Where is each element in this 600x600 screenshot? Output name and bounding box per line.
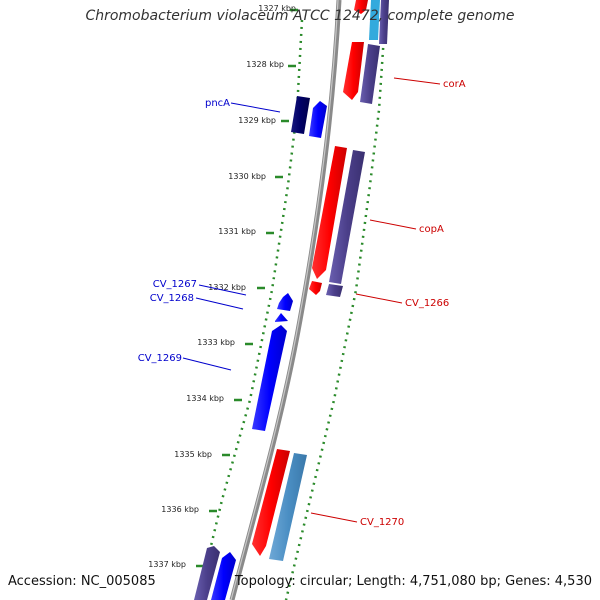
gene-label-cv1266: CV_1266	[405, 298, 449, 309]
gene-label-cv1267: CV_1267	[153, 279, 197, 290]
forward-strand-features	[252, 0, 389, 561]
genome-backbone	[229, 0, 342, 600]
gene-label-cv1268: CV_1268	[150, 293, 194, 304]
gene-arrow-pnca	[309, 101, 327, 138]
tick-label: 1333 kbp	[197, 338, 235, 347]
tick-label: 1331 kbp	[218, 227, 256, 236]
gene-arrow	[354, 0, 368, 14]
gene-label-cora: corA	[443, 79, 466, 90]
tick-label: 1327 kbp	[258, 4, 296, 13]
gene-arrow-cv1268	[275, 313, 288, 322]
tick-label: 1335 kbp	[174, 450, 212, 459]
gene-arrow-cv1270	[252, 449, 290, 556]
gene-arrow-small	[309, 281, 322, 295]
gene-label-cv1269: CV_1269	[138, 353, 182, 364]
tick-marks	[196, 8, 298, 568]
cds-arrow-cv1266	[326, 284, 343, 297]
reverse-strand-features	[194, 96, 327, 600]
tick-label: 1330 kbp	[228, 172, 266, 181]
gene-arrow-copa	[312, 146, 347, 279]
gene-labels: pncA CV_1267 CV_1268 CV_1269 corA copA C…	[138, 79, 466, 528]
tick-label: 1334 kbp	[186, 394, 224, 403]
gene-label-pnca: pncA	[205, 98, 230, 109]
cds-arrow-cora	[360, 44, 380, 104]
tick-label: 1336 kbp	[161, 505, 199, 514]
cds-arrow-pnca	[291, 96, 310, 134]
gene-label-cv1270: CV_1270	[360, 517, 404, 528]
tick-label: 1337 kbp	[148, 560, 186, 569]
genome-backbone-highlight	[230, 0, 339, 600]
gene-label-copa: copA	[419, 224, 444, 235]
genome-title: Chromobacterium violaceum ATCC 12472, co…	[85, 8, 515, 24]
cds-arrow-copa	[329, 150, 365, 284]
rna-feature	[369, 0, 380, 40]
tick-labels: 1327 kbp 1328 kbp 1329 kbp 1330 kbp 1331…	[148, 4, 296, 569]
accession-text: Accession: NC_005085	[8, 574, 156, 589]
tick-label: 1328 kbp	[246, 60, 284, 69]
rna-arrow-cv1270	[269, 453, 307, 561]
label-leader-lines	[182, 77, 441, 523]
genome-summary-text: Topology: circular; Length: 4,751,080 bp…	[234, 574, 592, 589]
gene-arrow-bottom	[211, 552, 236, 600]
cds-arrow-bottom	[194, 546, 220, 600]
cds-arrow	[379, 0, 389, 44]
gene-arrow-cv1267	[277, 293, 293, 311]
gene-arrow-cv1269	[252, 325, 287, 431]
gene-arrow-cora	[343, 42, 364, 100]
tick-label: 1329 kbp	[238, 116, 276, 125]
tick-label: 1332 kbp	[208, 283, 246, 292]
